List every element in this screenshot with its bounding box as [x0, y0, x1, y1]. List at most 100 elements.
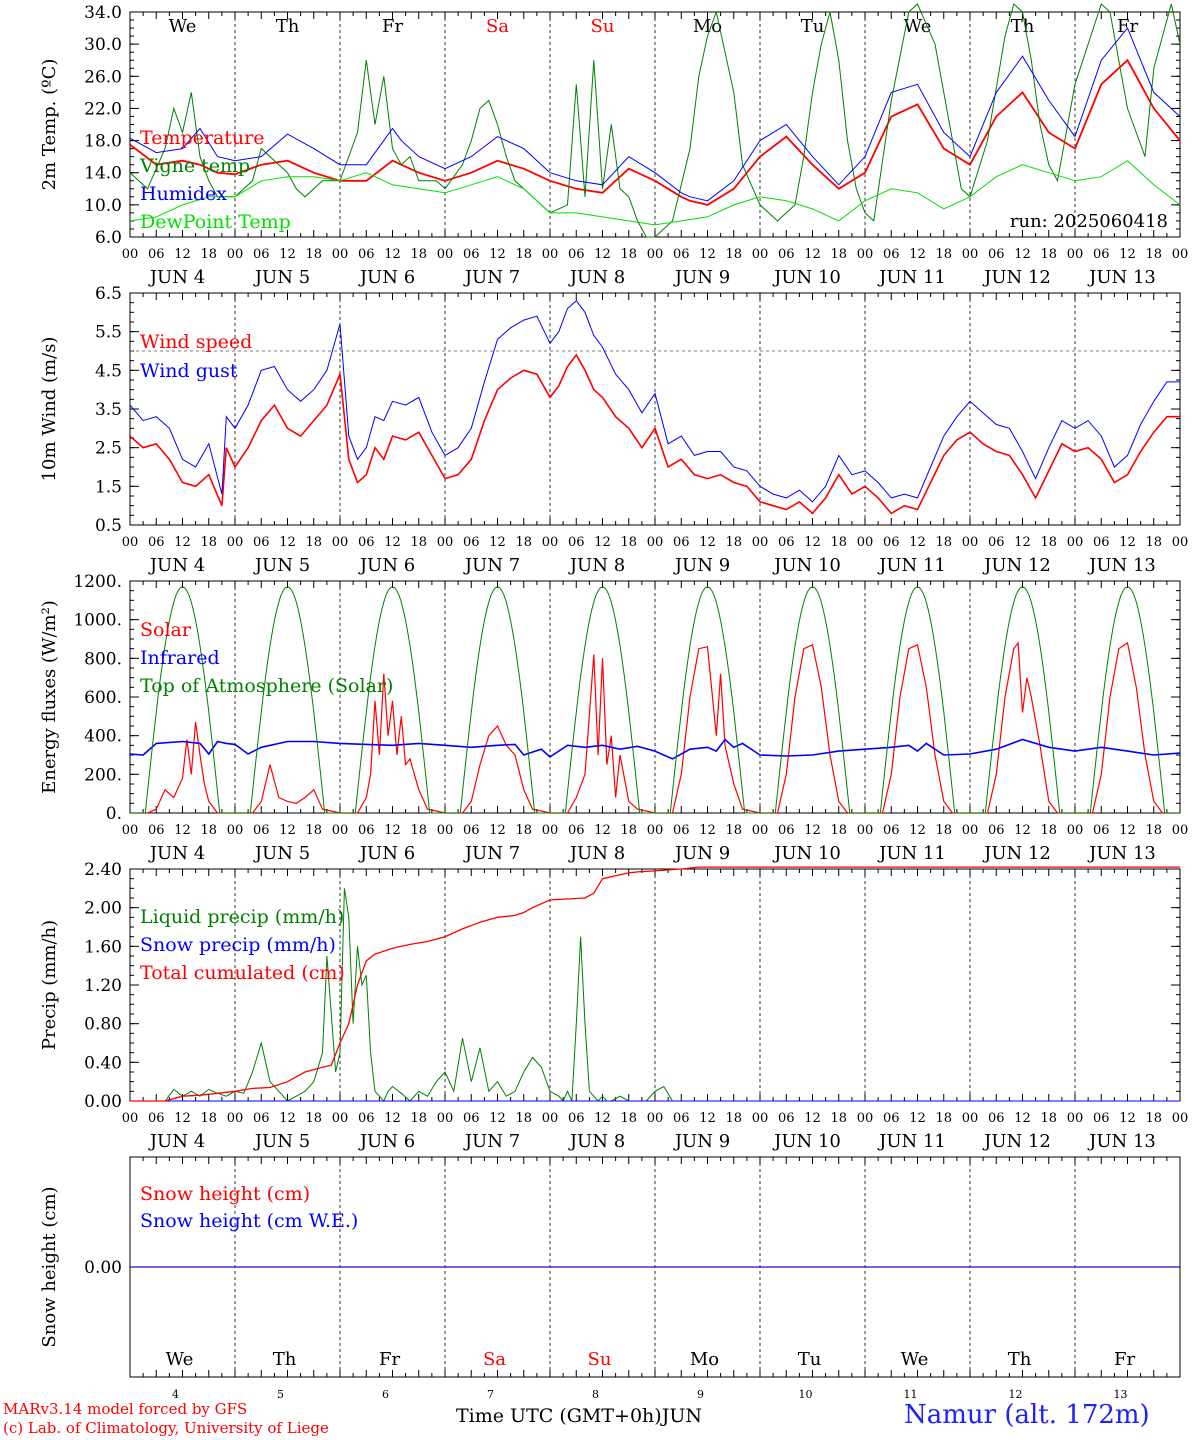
hour-tick-label: 00	[332, 1111, 349, 1126]
series-line	[129, 299, 1180, 503]
hour-tick-label: 12	[1014, 823, 1031, 838]
date-label: JUN 11	[877, 1131, 946, 1152]
hour-tick-label: 00	[962, 535, 979, 550]
date-label: JUN 6	[358, 555, 415, 576]
hour-tick-label: 12	[699, 1111, 716, 1126]
hour-tick-label: 12	[279, 823, 296, 838]
hour-tick-label: 00	[1067, 247, 1084, 262]
y-tick-label: 26.0	[84, 67, 122, 87]
hour-tick-label: 18	[410, 535, 427, 550]
hour-tick-label: 12	[174, 247, 191, 262]
hour-tick-label: 18	[935, 535, 952, 550]
hour-tick-label: 06	[148, 535, 165, 550]
hour-tick-label: 12	[1119, 823, 1136, 838]
y-tick-label: 1.60	[84, 937, 122, 957]
hour-tick-label: 18	[620, 1111, 637, 1126]
hour-tick-label: 00	[227, 823, 244, 838]
hour-tick-label: 00	[1067, 1111, 1084, 1126]
series-line	[129, 58, 1181, 206]
y-tick-label: 34.0	[84, 3, 122, 23]
hour-tick-label: 00	[437, 247, 454, 262]
y-tick-label: 18.0	[84, 132, 122, 152]
y-tick-label: 10.0	[84, 196, 122, 216]
legend-entry: Vigne temp	[139, 155, 250, 177]
date-label: JUN 13	[1087, 1131, 1156, 1152]
hour-tick-label: 12	[279, 1111, 296, 1126]
hour-tick-label: 12	[1014, 535, 1031, 550]
date-label: JUN 9	[673, 555, 730, 576]
date-label: JUN 5	[253, 843, 310, 864]
hour-tick-label: 18	[725, 823, 742, 838]
y-tick-label: 2.40	[84, 860, 122, 880]
hour-tick-label: 06	[988, 535, 1005, 550]
date-label: JUN 13	[1087, 267, 1156, 288]
day-number-label: 8	[592, 1388, 599, 1401]
hour-tick-label: 18	[725, 1111, 742, 1126]
x-axis-title: Time UTC (GMT+0h)JUN	[456, 1405, 702, 1427]
date-label: JUN 9	[673, 843, 730, 864]
hour-tick-label: 18	[1040, 823, 1057, 838]
date-label: JUN 7	[463, 267, 520, 288]
date-label: JUN 5	[253, 555, 310, 576]
hour-tick-label: 00	[1172, 1111, 1189, 1126]
day-of-week-label: Mo	[693, 16, 722, 37]
hour-tick-label: 00	[962, 247, 979, 262]
series-line	[129, 353, 1180, 515]
hour-tick-label: 12	[174, 535, 191, 550]
hour-tick-label: 00	[857, 823, 874, 838]
legend-entry: Snow height (cm W.E.)	[140, 1210, 358, 1232]
hour-tick-label: 12	[1014, 247, 1031, 262]
hour-tick-label: 06	[463, 247, 480, 262]
hour-tick-label: 18	[935, 823, 952, 838]
hour-tick-label: 00	[647, 535, 664, 550]
y-tick-label: 0.40	[84, 1053, 122, 1073]
date-label: JUN 8	[568, 267, 625, 288]
hour-tick-label: 00	[542, 1111, 559, 1126]
hour-tick-label: 12	[804, 247, 821, 262]
y-tick-label: 200.	[84, 765, 122, 785]
y-axis-label: Energy fluxes (W/m²)	[39, 600, 60, 794]
date-label: JUN 12	[982, 1131, 1051, 1152]
date-label: JUN 8	[568, 555, 625, 576]
hour-tick-label: 00	[1172, 823, 1189, 838]
y-tick-label: 800.	[84, 649, 122, 669]
day-of-week-label: Th	[273, 1349, 297, 1370]
day-number-label: 13	[1114, 1388, 1128, 1401]
y-tick-label: 0.5	[95, 516, 122, 536]
day-of-week-label: Su	[591, 16, 615, 37]
hour-tick-label: 12	[909, 535, 926, 550]
hour-tick-label: 18	[935, 1111, 952, 1126]
legend-entry: Solar	[140, 619, 192, 641]
date-label: JUN 6	[358, 267, 415, 288]
hour-tick-label: 00	[542, 535, 559, 550]
day-number-label: 11	[904, 1388, 918, 1401]
hour-tick-label: 06	[673, 247, 690, 262]
hour-tick-label: 06	[1093, 1111, 1110, 1126]
day-of-week-label: We	[901, 1349, 929, 1370]
series-line	[130, 888, 1180, 1102]
hour-tick-label: 12	[384, 247, 401, 262]
hour-tick-label: 18	[305, 535, 322, 550]
hour-tick-label: 18	[305, 823, 322, 838]
hour-tick-label: 06	[778, 535, 795, 550]
hour-tick-label: 12	[594, 823, 611, 838]
day-number-label: 6	[382, 1388, 389, 1401]
hour-tick-label: 00	[332, 535, 349, 550]
date-label: JUN 10	[772, 267, 841, 288]
hour-tick-label: 12	[699, 247, 716, 262]
y-tick-label: 600.	[84, 688, 122, 708]
hour-tick-label: 00	[542, 247, 559, 262]
date-label: JUN 13	[1087, 843, 1156, 864]
hour-tick-label: 18	[830, 535, 847, 550]
hour-tick-label: 00	[227, 535, 244, 550]
run-label: run: 2025060418	[1010, 211, 1168, 232]
hour-tick-label: 18	[200, 535, 217, 550]
panel-wind: 0.5 1.5 2.5 3.5 4.5 5.5 6.5 10m Wind (m/s) Wind …	[39, 284, 1188, 576]
hour-tick-label: 06	[568, 247, 585, 262]
hour-tick-label: 12	[804, 823, 821, 838]
hour-tick-label: 12	[174, 1111, 191, 1126]
hour-tick-label: 06	[673, 535, 690, 550]
hour-tick-label: 18	[1040, 247, 1057, 262]
hour-tick-label: 06	[253, 247, 270, 262]
date-label: JUN 5	[253, 267, 310, 288]
